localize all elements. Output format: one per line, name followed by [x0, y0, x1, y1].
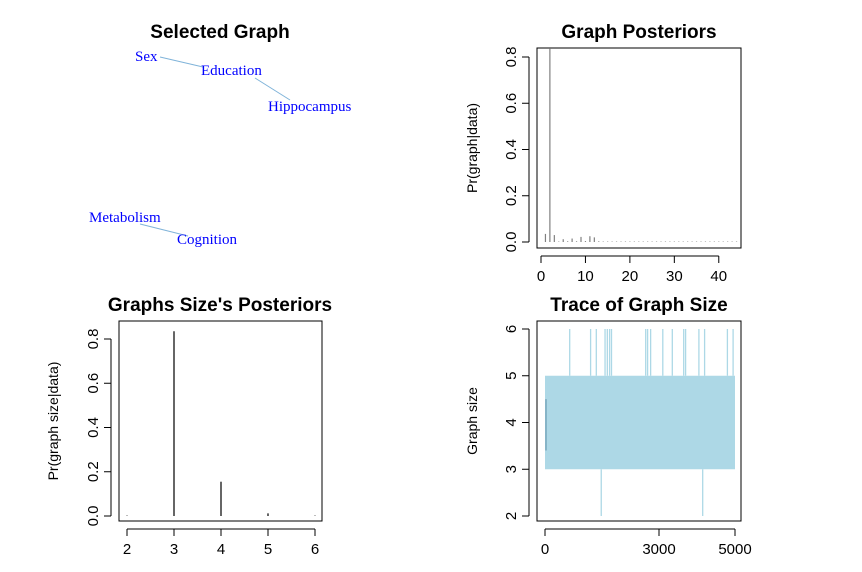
posterior-x-tick-label: 10 — [577, 268, 594, 285]
edge-education-hippocampus — [254, 77, 291, 101]
trace-y-tick-label: 4 — [503, 418, 520, 426]
posterior-y-tick-label: 0.0 — [503, 232, 520, 253]
posterior-y-tick-label: 0.6 — [503, 93, 520, 114]
posterior-x-tick-label: 40 — [710, 268, 727, 285]
size-x-tick-label: 3 — [170, 541, 178, 558]
node-education: Education — [201, 63, 262, 79]
trace-x-tick-label: 5000 — [718, 541, 751, 558]
trace-title: Trace of Graph Size — [550, 295, 727, 316]
edge-metabolism-cognition — [139, 223, 189, 237]
trace-frame — [536, 320, 742, 522]
posterior-x-tick-label: 0 — [537, 268, 545, 285]
graph-size-posteriors-title: Graphs Size's Posteriors — [108, 295, 332, 316]
graph-posteriors-ylabel: Pr(graph|data) — [464, 103, 480, 193]
edge-sex-education — [159, 56, 204, 68]
trace-y-tick-label: 6 — [503, 325, 520, 333]
trace-x-tick-label: 3000 — [642, 541, 675, 558]
graph-size-posteriors-panel: Graphs Size's Posteriors Pr(graph size|d… — [45, 295, 332, 558]
trace-y-tick-label: 5 — [503, 372, 520, 380]
posterior-x-tick-label: 30 — [666, 268, 683, 285]
graph-size-posteriors-ylabel: Pr(graph size|data) — [45, 362, 61, 481]
node-hippocampus: Hippocampus — [268, 99, 351, 115]
selected-graph-title: Selected Graph — [150, 22, 289, 43]
size-x-tick-label: 4 — [217, 541, 225, 558]
size-x-tick-label: 6 — [311, 541, 319, 558]
posterior-y-tick-label: 0.4 — [503, 139, 520, 160]
trace-y-tick-label: 2 — [503, 512, 520, 520]
size-x-tick-label: 2 — [123, 541, 131, 558]
size-y-tick-label: 0.0 — [85, 506, 102, 527]
selected-graph-panel: Selected Graph Sex Education Hippocampus Me… — [89, 22, 351, 248]
posterior-y-tick-label: 0.8 — [503, 47, 520, 68]
graph-posteriors-title: Graph Posteriors — [561, 22, 716, 43]
trace-y-tick-label: 3 — [503, 465, 520, 473]
trace-band — [545, 375, 735, 470]
node-cognition: Cognition — [177, 232, 238, 248]
trace-ylabel: Graph size — [464, 387, 480, 455]
graph-size-posteriors-frame — [118, 320, 323, 522]
node-metabolism: Metabolism — [89, 210, 161, 226]
size-y-tick-label: 0.8 — [85, 329, 102, 350]
graph-posteriors-panel: Graph Posteriors Pr(graph|data) 0.0 0.2 0.… — [464, 22, 742, 285]
graph-posteriors-frame — [536, 47, 742, 249]
trace-x-tick-label: 0 — [541, 541, 549, 558]
size-y-tick-label: 0.2 — [85, 461, 102, 482]
posterior-y-tick-label: 0.2 — [503, 185, 520, 206]
size-x-tick-label: 5 — [264, 541, 272, 558]
trace-panel: Trace of Graph Size Graph size 2 3 4 5 6 0 300… — [464, 295, 752, 558]
node-sex: Sex — [135, 49, 158, 65]
size-y-tick-label: 0.6 — [85, 373, 102, 394]
posterior-x-tick-label: 20 — [622, 268, 639, 285]
size-y-tick-label: 0.4 — [85, 417, 102, 438]
